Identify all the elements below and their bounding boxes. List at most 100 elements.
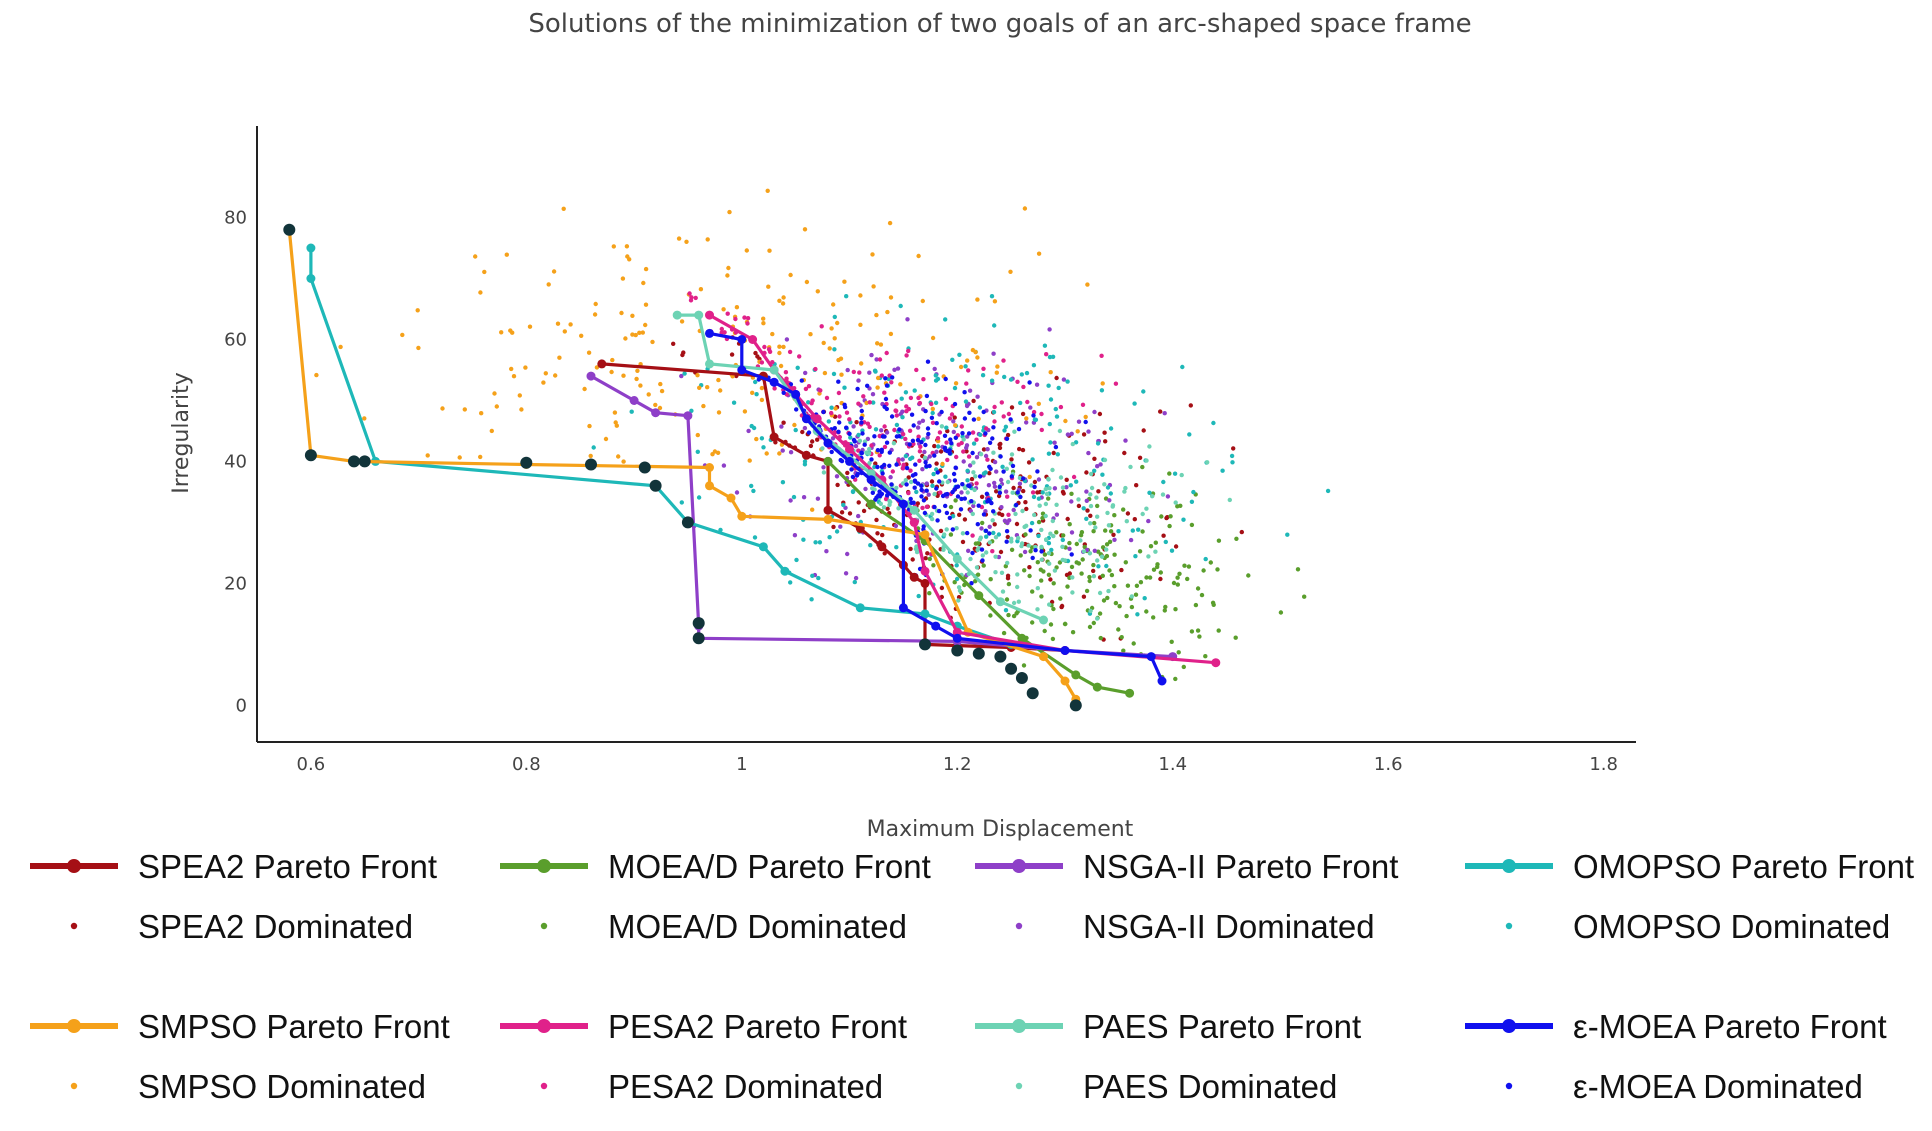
dominated-point <box>1136 527 1141 532</box>
dominated-point <box>1195 586 1201 591</box>
dominated-point <box>808 443 814 449</box>
pareto-point <box>1092 682 1102 692</box>
dominated-point <box>992 419 997 424</box>
y-tick-label: 40 <box>224 451 247 472</box>
dominated-point <box>777 451 782 456</box>
dominated-point <box>966 454 972 459</box>
dominated-point <box>1003 608 1009 613</box>
pareto-point <box>952 633 962 643</box>
dominated-point <box>1022 549 1028 555</box>
dominated-point <box>1003 424 1009 429</box>
dominated-point <box>1036 251 1042 256</box>
dominated-point <box>1009 405 1015 410</box>
dominated-point <box>985 457 990 462</box>
legend-dominated-label: SPEA2 Dominated <box>138 908 413 945</box>
dominated-point <box>1205 460 1210 465</box>
dominated-point <box>1064 485 1069 490</box>
dominated-point <box>1100 472 1105 477</box>
dominated-point <box>1087 551 1093 556</box>
dominated-point <box>897 434 902 439</box>
dominated-point <box>917 400 923 406</box>
dominated-point <box>620 276 626 281</box>
dominated-point <box>1089 471 1094 477</box>
legend-item: NSGA-II Pareto Front NSGA-II Dominated <box>975 848 1398 945</box>
dominated-point <box>1146 554 1151 559</box>
dominated-point <box>887 220 893 226</box>
dominated-point <box>859 450 864 455</box>
dominated-point <box>1216 538 1222 543</box>
dominated-point <box>875 531 880 536</box>
dominated-point <box>1285 532 1290 537</box>
dominated-point <box>641 280 646 286</box>
dominated-point <box>992 522 997 527</box>
dominated-point <box>844 425 849 430</box>
dominated-point <box>1211 602 1216 607</box>
dominated-point <box>1076 419 1082 424</box>
dominated-point <box>984 426 989 431</box>
dominated-point <box>742 315 747 320</box>
dominated-point <box>888 475 893 480</box>
dominated-point <box>954 526 959 531</box>
legend-pareto-label: PAES Pareto Front <box>1083 1008 1361 1045</box>
dominated-point <box>939 424 945 429</box>
dominated-point <box>939 585 945 591</box>
dominated-point <box>1068 483 1074 488</box>
dominated-point <box>922 455 928 460</box>
dominated-point <box>1014 521 1020 527</box>
dominated-point <box>1231 446 1236 451</box>
dominated-point <box>829 410 834 416</box>
legend-dot-swatch <box>1505 922 1513 930</box>
dominated-point <box>1113 381 1119 386</box>
legend-dot-swatch <box>1015 922 1023 930</box>
dominated-point <box>939 409 944 415</box>
dominated-point <box>362 416 367 421</box>
dominated-point <box>1137 455 1143 460</box>
dominated-point <box>671 341 676 346</box>
dominated-point <box>1089 485 1095 491</box>
dominated-point <box>1021 476 1026 481</box>
dominated-point <box>915 425 921 430</box>
dominated-point <box>901 432 906 437</box>
dominated-point <box>568 322 573 327</box>
dominated-point <box>781 390 786 395</box>
dominated-point <box>1091 529 1096 534</box>
dominated-point <box>1087 574 1092 580</box>
dominated-point <box>725 273 730 278</box>
dominated-point <box>927 556 932 562</box>
dominated-point <box>1002 374 1007 380</box>
dominated-point <box>900 466 906 471</box>
dominated-point <box>1116 529 1121 534</box>
dominated-point <box>903 390 909 395</box>
dominated-point <box>919 483 924 488</box>
dominated-point <box>942 433 948 438</box>
dominated-point <box>915 549 920 554</box>
dominated-point <box>945 457 950 463</box>
dominated-point <box>718 388 723 393</box>
dominated-point <box>1181 664 1187 670</box>
dominated-point <box>1140 511 1145 517</box>
dominated-point <box>832 314 837 320</box>
pareto-point <box>877 542 887 552</box>
x-tick-label: 0.8 <box>512 754 541 775</box>
pareto-point <box>1146 652 1156 662</box>
dominated-point <box>854 420 859 425</box>
dominated-point <box>924 464 929 469</box>
dominated-point <box>960 539 966 545</box>
pareto-point <box>920 530 930 540</box>
dominated-point <box>997 445 1003 451</box>
dominated-point <box>900 481 906 486</box>
dominated-point <box>883 396 889 402</box>
dominated-point <box>1047 421 1053 427</box>
dominated-point <box>932 366 937 372</box>
dominated-point <box>1189 629 1195 634</box>
dominated-point <box>1054 375 1059 381</box>
dominated-point <box>965 478 970 483</box>
dominated-point <box>1058 404 1064 410</box>
dominated-point <box>859 408 864 414</box>
x-tick-label: 1.2 <box>943 754 972 775</box>
dominated-point <box>1039 527 1044 533</box>
dominated-point <box>754 392 759 397</box>
dominated-point <box>482 269 487 275</box>
legend-dominated-label: ε-MOEA Dominated <box>1573 1068 1863 1105</box>
dominated-point <box>847 417 852 422</box>
